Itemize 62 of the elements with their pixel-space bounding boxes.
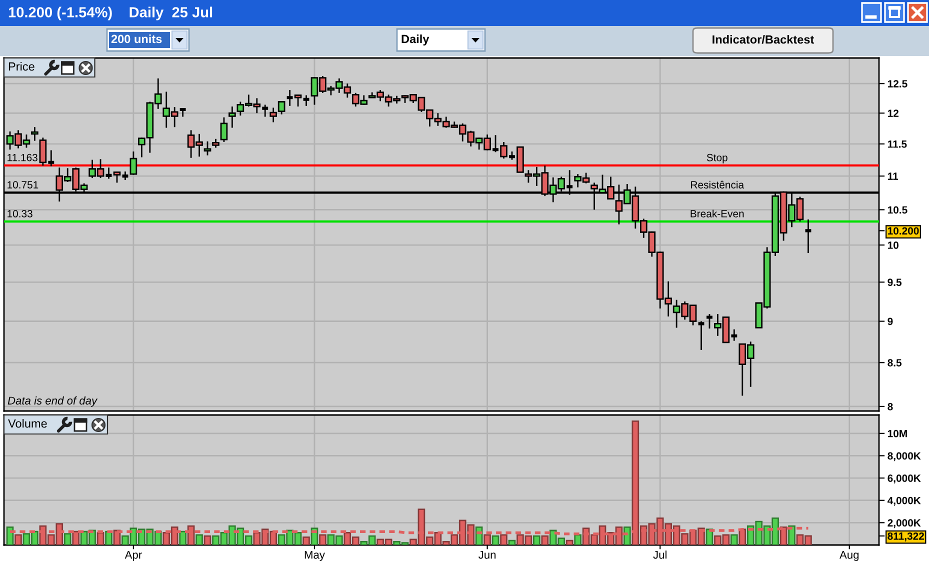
ref-line-label: Resistência [691, 180, 744, 188]
y-tick-label: 10.5 [888, 206, 908, 214]
bar [730, 534, 738, 545]
annotation: 10.751 [8, 181, 38, 188]
bar [196, 534, 203, 545]
y-tick-label: 11.5 [888, 140, 907, 148]
bar [204, 535, 212, 545]
candlestick [270, 107, 277, 123]
bar [574, 534, 582, 545]
y-tick-label: 8.5 [888, 359, 902, 366]
y-tick-label: 811,322 [888, 532, 924, 542]
x-tick-label: Jul [653, 550, 666, 559]
bar [566, 540, 574, 545]
candlestick [220, 116, 228, 143]
chart-title: 10.200 (-1.54%) Daily 25 Jul [8, 6, 212, 20]
y-tick-label: 9.5 [888, 278, 902, 286]
candlestick [696, 320, 706, 351]
bar [788, 525, 796, 545]
x-tick-label: Jun [478, 550, 496, 559]
candlestick [31, 126, 38, 142]
y-tick-label: 12.5 [888, 80, 908, 88]
chart-title: Volume [8, 418, 47, 428]
bar [508, 540, 516, 545]
x-tick-label: Apr [124, 550, 142, 561]
y-tick-label: 6,000K [888, 474, 921, 484]
y-tick-label: 8,000K [888, 452, 921, 462]
bar [492, 535, 500, 545]
y-tick-label: 2,000K [888, 519, 921, 528]
bar [624, 526, 631, 545]
candlestick [204, 140, 212, 156]
chart-subtitle: Price [8, 62, 34, 71]
y-tick-label: 10M [888, 430, 907, 438]
annotation: Data is end of day [8, 396, 98, 407]
candlestick [302, 94, 311, 107]
y-tick-label: 12 [888, 110, 899, 117]
y-tick-label: 9 [888, 318, 893, 326]
bar [64, 533, 72, 545]
candlestick [260, 104, 270, 118]
bar [105, 530, 112, 545]
bar [533, 535, 540, 545]
y-tick-label: 11 [888, 172, 898, 180]
text: Daily [402, 34, 430, 46]
ref-line-label: Stop [706, 154, 728, 164]
candlestick [104, 166, 114, 180]
y-tick-label: 10 [888, 242, 898, 249]
y-tick-label: 10.200 [888, 227, 919, 235]
x-tick-label: May [304, 550, 325, 561]
annotation: 11.163 [8, 154, 38, 162]
y-tick-label: 4,000K [887, 496, 921, 506]
text: 200 units [111, 34, 162, 44]
annotation: 10.33 [8, 210, 32, 218]
candlestick [704, 313, 714, 330]
bar [302, 536, 310, 545]
candlestick [130, 150, 138, 176]
text: Indicator/Backtest [712, 35, 814, 44]
ref-line-label: Break-Even [690, 210, 744, 218]
candlestick [228, 106, 236, 128]
bar [179, 530, 186, 545]
x-tick-label: Aug [840, 550, 859, 561]
candlestick [804, 218, 813, 254]
candlestick [278, 101, 286, 116]
y-tick-label: 8 [888, 402, 893, 410]
